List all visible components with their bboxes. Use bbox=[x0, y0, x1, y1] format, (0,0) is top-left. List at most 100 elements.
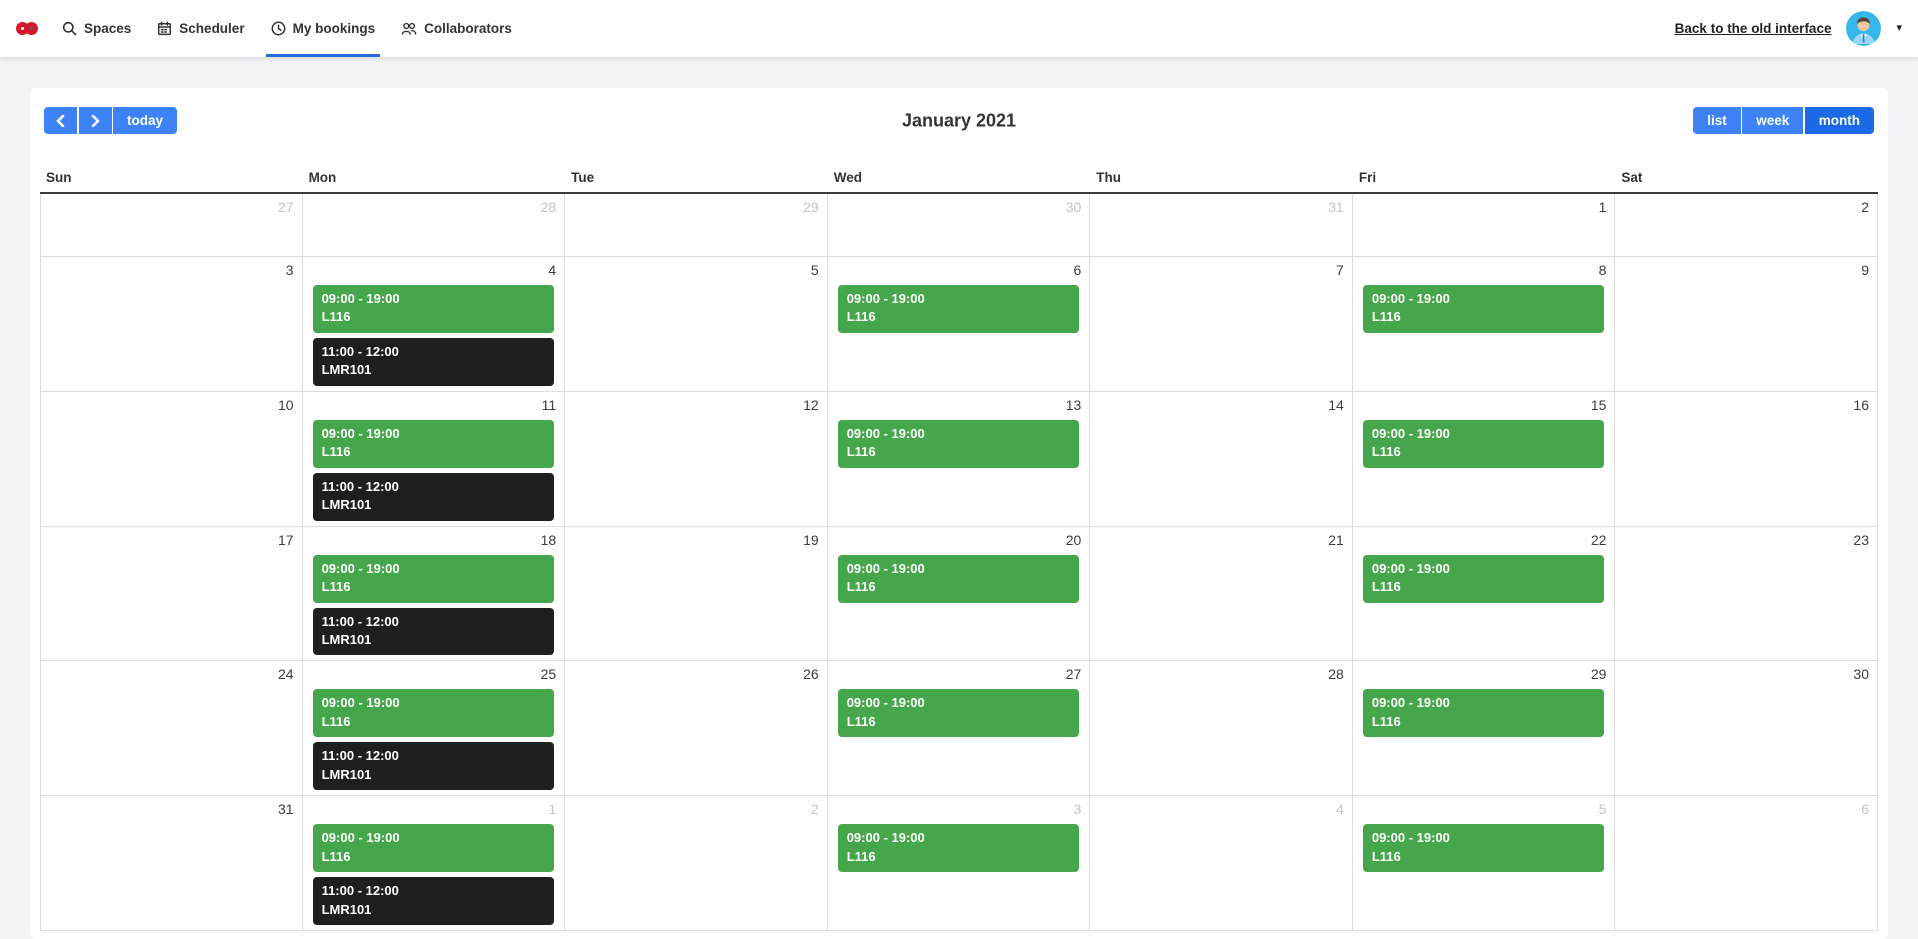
event-list: 09:00 - 19:00 L116 bbox=[1353, 550, 1615, 603]
prev-month-button[interactable] bbox=[44, 107, 77, 134]
day-cell[interactable]: 13 09:00 - 19:00 L116 bbox=[828, 391, 1091, 526]
booking-event[interactable]: 09:00 - 19:00 L116 bbox=[837, 689, 1080, 738]
day-cell[interactable]: 20 09:00 - 19:00 L116 bbox=[828, 526, 1091, 661]
day-number: 9 bbox=[1861, 262, 1869, 278]
booking-event[interactable]: 11:00 - 12:00 LMR101 bbox=[312, 337, 555, 386]
day-cell[interactable]: 25 09:00 - 19:00 L116 11:00 - 12:00 LMR101 bbox=[303, 661, 566, 796]
view-month-button[interactable]: month bbox=[1804, 107, 1874, 134]
day-cell[interactable]: 2 bbox=[565, 796, 828, 931]
day-cell[interactable]: 29 bbox=[565, 194, 828, 256]
booking-event[interactable]: 09:00 - 19:00 L116 bbox=[1362, 285, 1605, 333]
booking-event[interactable]: 09:00 - 19:00 L116 bbox=[837, 285, 1080, 333]
day-cell[interactable]: 3 bbox=[40, 257, 303, 391]
booking-event[interactable]: 09:00 - 19:00 L116 bbox=[837, 554, 1080, 603]
day-cell[interactable]: 27 bbox=[40, 194, 303, 256]
nav-tab-label: Spaces bbox=[84, 21, 132, 36]
user-avatar[interactable] bbox=[1846, 11, 1882, 46]
booking-event[interactable]: 09:00 - 19:00 L116 bbox=[312, 689, 555, 738]
view-list-button[interactable]: list bbox=[1693, 107, 1741, 134]
day-cell[interactable]: 16 bbox=[1615, 391, 1878, 526]
event-time: 09:00 - 19:00 bbox=[1371, 695, 1450, 711]
event-list: 09:00 - 19:00 L116 bbox=[1353, 819, 1615, 873]
back-to-old-interface-link[interactable]: Back to the old interface bbox=[1674, 21, 1832, 36]
day-cell[interactable]: 28 bbox=[1090, 661, 1353, 796]
nav-tab-collaborators[interactable]: Collaborators bbox=[401, 0, 512, 57]
day-cell[interactable]: 18 09:00 - 19:00 L116 11:00 - 12:00 LMR101 bbox=[303, 526, 566, 661]
booking-event[interactable]: 11:00 - 12:00 LMR101 bbox=[312, 742, 555, 791]
nav-tab-scheduler[interactable]: Scheduler bbox=[157, 0, 245, 57]
day-cell[interactable]: 29 09:00 - 19:00 L116 bbox=[1353, 661, 1616, 796]
week-row: 27 28 29 30 31 1 2 bbox=[40, 194, 1878, 257]
caret-down-icon[interactable]: ▾ bbox=[1896, 22, 1902, 34]
day-cell[interactable]: 10 bbox=[40, 391, 303, 526]
day-number: 30 bbox=[1065, 199, 1082, 215]
booking-event[interactable]: 09:00 - 19:00 L116 bbox=[312, 285, 555, 333]
day-cell[interactable]: 22 09:00 - 19:00 L116 bbox=[1353, 526, 1616, 661]
clock-icon bbox=[271, 21, 286, 36]
day-cell[interactable]: 9 bbox=[1615, 257, 1878, 391]
day-cell[interactable]: 24 bbox=[40, 661, 303, 796]
app-logo[interactable] bbox=[16, 22, 38, 35]
day-cell[interactable]: 28 bbox=[303, 194, 566, 256]
day-number: 8 bbox=[1598, 262, 1607, 278]
day-cell[interactable]: 21 bbox=[1090, 526, 1353, 661]
booking-event[interactable]: 09:00 - 19:00 L116 bbox=[312, 419, 555, 468]
day-number: 13 bbox=[1065, 396, 1082, 413]
day-cell[interactable]: 11 09:00 - 19:00 L116 11:00 - 12:00 LMR101 bbox=[303, 391, 566, 526]
day-cell[interactable]: 30 bbox=[1615, 661, 1878, 796]
view-switcher: list week month bbox=[1693, 107, 1874, 134]
day-number: 23 bbox=[1853, 531, 1869, 548]
day-cell[interactable]: 17 bbox=[40, 526, 303, 661]
day-cell[interactable]: 5 bbox=[565, 257, 828, 391]
month-calendar: Sun Mon Tue Wed Thu Fri Sat 27 28 29 30 31 1 2 3 4 09:0… bbox=[40, 165, 1878, 932]
day-cell[interactable]: 3 09:00 - 19:00 L116 bbox=[828, 796, 1091, 931]
day-cell[interactable]: 2 bbox=[1615, 194, 1878, 256]
view-week-button[interactable]: week bbox=[1742, 107, 1804, 134]
booking-event[interactable]: 09:00 - 19:00 L116 bbox=[1362, 689, 1605, 738]
booking-event[interactable]: 09:00 - 19:00 L116 bbox=[1362, 824, 1605, 873]
booking-event[interactable]: 11:00 - 12:00 LMR101 bbox=[312, 877, 555, 926]
calendar-title: January 2021 bbox=[901, 110, 1017, 130]
day-cell[interactable]: 19 bbox=[565, 526, 828, 661]
booking-event[interactable]: 11:00 - 12:00 LMR101 bbox=[312, 607, 555, 656]
day-cell[interactable]: 1 09:00 - 19:00 L116 11:00 - 12:00 LMR101 bbox=[303, 796, 566, 931]
week-row: 17 18 09:00 - 19:00 L116 11:00 - 12:00 LMR101… bbox=[40, 526, 1878, 662]
day-cell[interactable]: 31 bbox=[40, 796, 303, 931]
day-cell[interactable]: 27 09:00 - 19:00 L116 bbox=[828, 661, 1091, 796]
day-cell[interactable]: 5 09:00 - 19:00 L116 bbox=[1353, 796, 1616, 931]
event-room: LMR101 bbox=[321, 497, 372, 513]
nav-tab-spaces[interactable]: Spaces bbox=[62, 0, 131, 57]
day-cell[interactable]: 23 bbox=[1615, 526, 1878, 661]
day-cell[interactable]: 12 bbox=[565, 391, 828, 526]
day-cell[interactable]: 1 bbox=[1353, 194, 1616, 256]
booking-event[interactable]: 09:00 - 19:00 L116 bbox=[1362, 419, 1605, 468]
day-cell[interactable]: 8 09:00 - 19:00 L116 bbox=[1353, 257, 1616, 391]
booking-event[interactable]: 09:00 - 19:00 L116 bbox=[837, 824, 1080, 873]
day-cell[interactable]: 26 bbox=[565, 661, 828, 796]
booking-event[interactable]: 11:00 - 12:00 LMR101 bbox=[312, 472, 555, 521]
day-cell[interactable]: 15 09:00 - 19:00 L116 bbox=[1353, 391, 1616, 526]
day-cell[interactable]: 30 bbox=[828, 194, 1091, 256]
day-cell[interactable]: 14 bbox=[1090, 391, 1353, 526]
event-time: 09:00 - 19:00 bbox=[846, 425, 925, 441]
day-of-week-header: Wed bbox=[833, 170, 862, 185]
day-cell[interactable]: 7 bbox=[1090, 257, 1353, 391]
day-cell[interactable]: 6 09:00 - 19:00 L116 bbox=[828, 257, 1091, 391]
week-row: 3 4 09:00 - 19:00 L116 11:00 - 12:00 LMR101 5 6… bbox=[40, 257, 1878, 392]
next-month-button[interactable] bbox=[78, 107, 112, 134]
day-cell[interactable]: 4 bbox=[1090, 796, 1353, 931]
day-number: 11 bbox=[541, 396, 557, 413]
day-cell[interactable]: 31 bbox=[1090, 194, 1353, 256]
event-list: 09:00 - 19:00 L116 bbox=[1353, 280, 1615, 333]
booking-event[interactable]: 09:00 - 19:00 L116 bbox=[1362, 554, 1605, 603]
calendar-icon bbox=[158, 21, 172, 36]
booking-event[interactable]: 09:00 - 19:00 L116 bbox=[837, 419, 1080, 468]
day-cell[interactable]: 4 09:00 - 19:00 L116 11:00 - 12:00 LMR101 bbox=[303, 257, 566, 391]
booking-event[interactable]: 09:00 - 19:00 L116 bbox=[312, 554, 555, 603]
event-list: 09:00 - 19:00 L116 11:00 - 12:00 LMR101 bbox=[303, 684, 565, 791]
today-button[interactable]: today bbox=[113, 107, 178, 134]
day-cell[interactable]: 6 bbox=[1615, 796, 1878, 931]
nav-tab-my-bookings[interactable]: My bookings bbox=[265, 0, 380, 57]
booking-event[interactable]: 09:00 - 19:00 L116 bbox=[312, 824, 555, 873]
day-of-week-header: Mon bbox=[308, 170, 337, 185]
